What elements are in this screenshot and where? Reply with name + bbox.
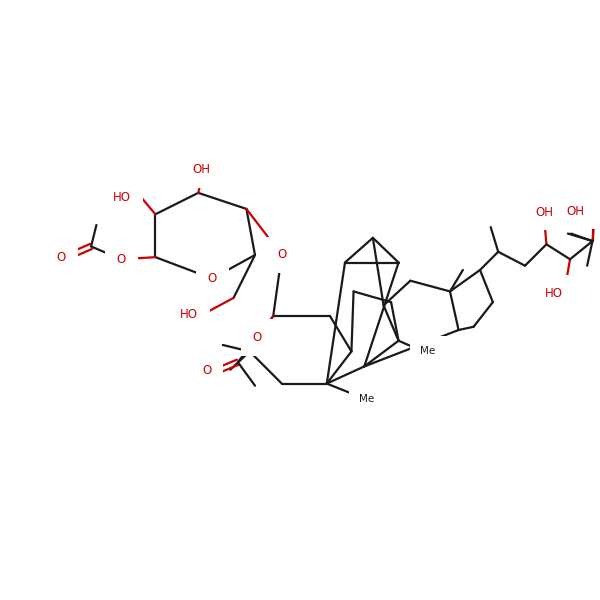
Text: Me: Me	[359, 394, 374, 404]
Text: HO: HO	[545, 287, 563, 300]
Text: O: O	[208, 272, 217, 285]
Text: HO: HO	[180, 308, 198, 322]
Text: OH: OH	[193, 163, 211, 176]
Text: O: O	[253, 331, 262, 344]
Text: O: O	[202, 364, 211, 377]
Text: O: O	[116, 253, 125, 266]
Text: O: O	[56, 251, 65, 263]
Text: HO: HO	[113, 191, 131, 203]
Text: OH: OH	[566, 205, 584, 218]
Text: O: O	[277, 248, 286, 262]
Text: OH: OH	[535, 206, 553, 218]
Text: Me: Me	[420, 346, 435, 356]
